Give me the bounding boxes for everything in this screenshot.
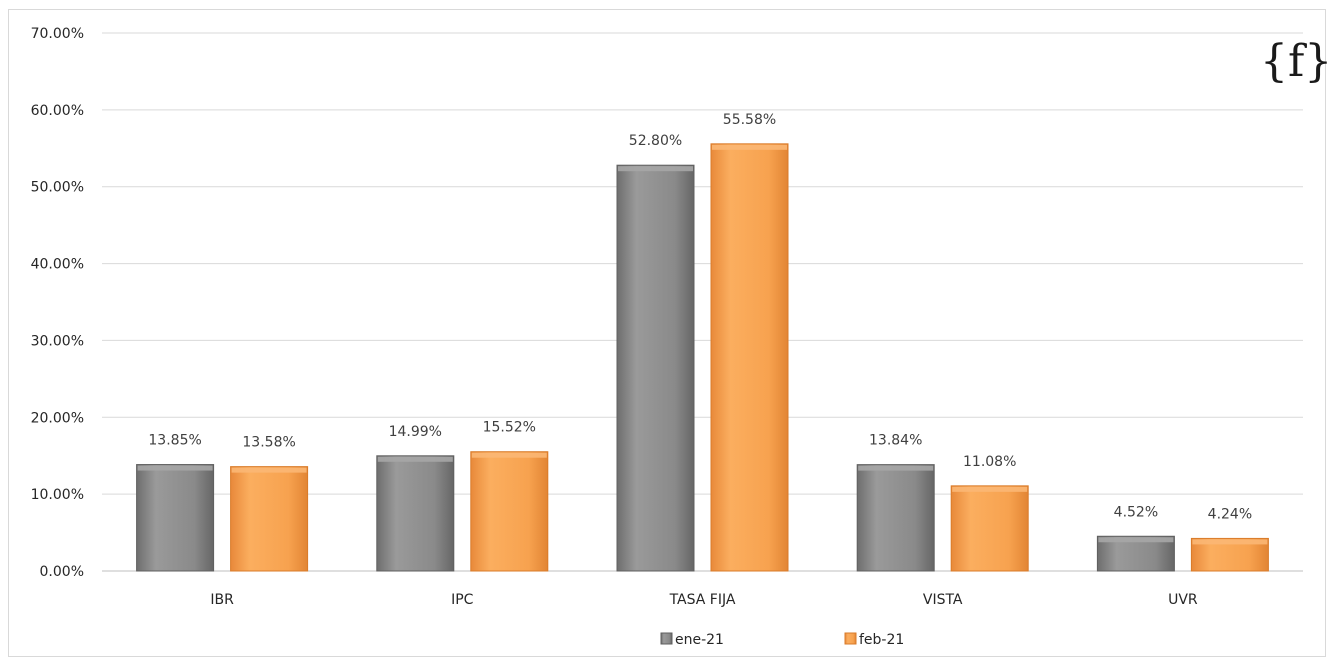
x-tick-label: VISTA <box>923 592 963 608</box>
bar-ene-21-vista <box>856 464 935 572</box>
bar-top-bevel <box>858 465 934 471</box>
data-label: 11.08% <box>963 454 1016 470</box>
bar-feb-21-ibr <box>230 466 309 572</box>
legend: ene-21 feb-21 <box>660 632 904 648</box>
bar-ene-21-tasa-fija <box>616 164 695 572</box>
bar-top-bevel <box>471 452 547 458</box>
bar-ene-21-ipc <box>376 455 455 572</box>
bar-top-bevel <box>712 144 787 150</box>
bar-top-bevel <box>1192 539 1268 545</box>
bar-ene-21-ibr <box>136 464 215 572</box>
legend-swatch <box>844 632 857 645</box>
y-tick-label: 0.00% <box>40 564 84 580</box>
bar-top-bevel <box>231 467 307 473</box>
y-tick-label: 20.00% <box>31 410 84 426</box>
y-tick-label: 40.00% <box>31 257 84 273</box>
legend-label: feb-21 <box>859 632 904 648</box>
bar-top-bevel <box>952 486 1028 492</box>
data-label: 52.80% <box>629 133 682 149</box>
bar-feb-21-ipc <box>470 451 549 572</box>
data-label: 4.24% <box>1208 506 1252 522</box>
bar-top-bevel <box>618 166 693 172</box>
logo-f: {f} <box>1260 36 1332 87</box>
data-label: 13.84% <box>869 433 922 449</box>
data-label: 14.99% <box>389 424 442 440</box>
x-tick-label: IBR <box>210 592 234 608</box>
y-tick-label: 60.00% <box>31 103 84 119</box>
y-tick-label: 10.00% <box>31 487 84 503</box>
y-tick-label: 70.00% <box>31 26 84 42</box>
bar-top-bevel <box>137 465 213 471</box>
legend-label: ene-21 <box>675 632 724 648</box>
x-axis: IBR IPC TASA FIJA VISTA UVR <box>210 592 1198 608</box>
data-label: 55.58% <box>723 112 776 128</box>
bars <box>136 143 1269 572</box>
legend-swatch <box>660 632 673 645</box>
data-label: 13.85% <box>148 433 201 449</box>
y-axis: 0.00% 10.00% 20.00% 30.00% 40.00% 50.00% 60.00… <box>31 26 84 580</box>
data-label: 4.52% <box>1114 504 1158 520</box>
data-label: 13.58% <box>242 435 295 451</box>
x-tick-label: IPC <box>451 592 474 608</box>
y-tick-label: 50.00% <box>31 180 84 196</box>
bar-top-bevel <box>1098 537 1174 543</box>
x-tick-label: UVR <box>1168 592 1198 608</box>
x-tick-label: TASA FIJA <box>669 592 736 608</box>
data-label: 15.52% <box>483 420 536 436</box>
data-labels: 13.85% 13.58% 14.99% 15.52% 52.80% 55.58% 13.8… <box>148 112 1252 523</box>
bar-feb-21-vista <box>950 485 1029 572</box>
bar-top-bevel <box>377 456 453 462</box>
chart-frame <box>8 9 1326 657</box>
bar-feb-21-tasa-fija <box>710 143 789 572</box>
y-tick-label: 30.00% <box>31 333 84 349</box>
